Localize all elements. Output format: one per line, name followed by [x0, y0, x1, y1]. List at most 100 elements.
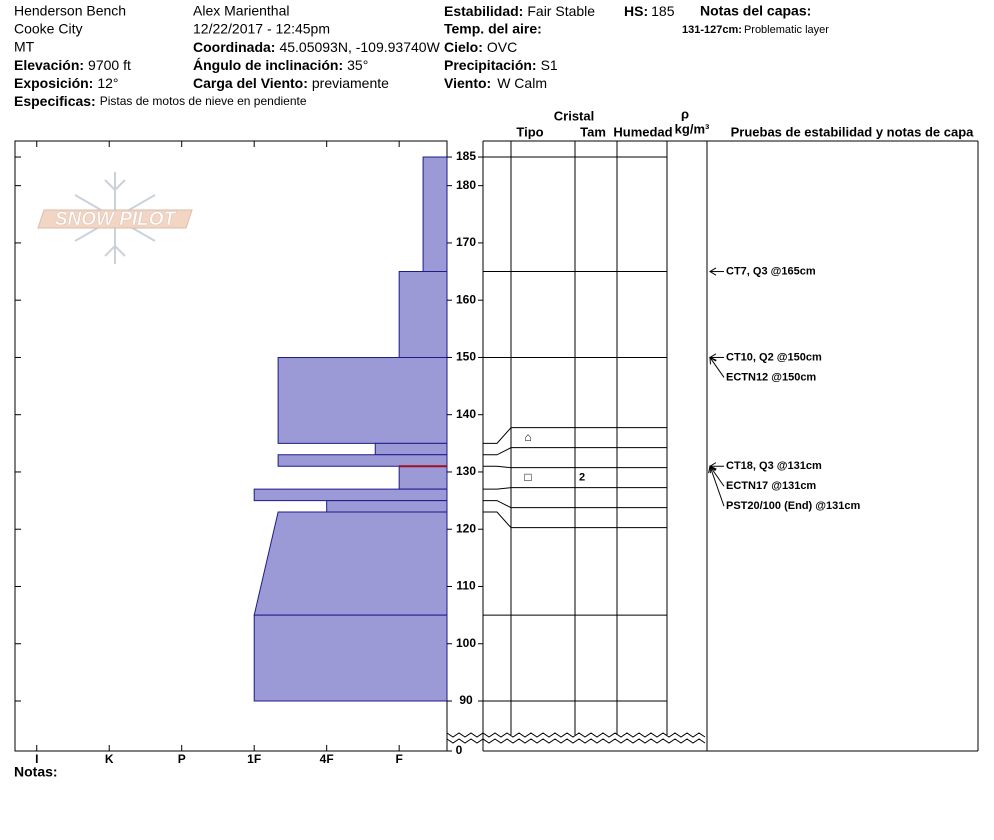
crystal-header: Cristal — [554, 108, 594, 123]
value: 45.05093N, -109.93740W — [279, 39, 440, 55]
value: previamente — [312, 75, 389, 91]
test-arrow — [709, 465, 725, 487]
density-symbol: ρ — [681, 106, 689, 121]
tests-header: Pruebas de estabilidad y notas de capa — [731, 124, 975, 139]
grain-size: 2 — [579, 472, 585, 484]
layer-boundary — [483, 487, 667, 490]
label: Especificas: — [14, 93, 96, 109]
value: 35° — [347, 57, 368, 73]
label: Coordinada: — [193, 39, 275, 55]
state: MT — [14, 39, 35, 55]
ground-tick-label: 0 — [456, 743, 463, 757]
y-tick-label: 110 — [456, 579, 476, 593]
site: Henderson Bench — [14, 3, 126, 19]
test-label: CT7, Q3 @165cm — [726, 265, 816, 277]
test-arrow — [709, 357, 725, 378]
y-tick-label: 90 — [459, 693, 473, 707]
x-tick-label: P — [178, 752, 186, 766]
x-tick-label: K — [105, 752, 114, 766]
layer-boundary — [483, 427, 667, 444]
label: Cielo: — [444, 39, 483, 55]
hardness-layer — [253, 511, 448, 616]
density-unit: kg/m³ — [675, 121, 710, 136]
air-temp: Temp. del aire: — [444, 21, 542, 37]
frames — [14, 140, 979, 752]
value: 185 — [651, 3, 675, 19]
grain-type: □ — [524, 470, 531, 484]
specifics: Especificas: Pistas de motos de nieve en … — [14, 93, 307, 109]
hardness-layer — [253, 614, 448, 702]
hardness-layer — [398, 465, 448, 490]
wind-loading: Carga del Viento: previamente — [193, 75, 389, 91]
label: Estabilidad: — [444, 3, 523, 19]
label: Elevación: — [14, 57, 84, 73]
test-label: CT18, Q3 @131cm — [726, 460, 822, 472]
layer-notes-title: Notas del capas: — [700, 3, 811, 19]
datetime: 12/22/2017 - 12:45pm — [193, 21, 330, 37]
slope-angle: Ángulo de inclinación: 35° — [193, 57, 368, 73]
type-header: Tipo — [516, 124, 543, 139]
x-tick-label: 4F — [320, 752, 334, 766]
hardness-layer — [277, 454, 448, 467]
y-tick-label: 185 — [456, 149, 476, 163]
axis-break — [446, 732, 706, 738]
value: Fair Stable — [527, 3, 595, 19]
value: S1 — [541, 57, 558, 73]
hardness-layer — [326, 500, 448, 513]
test-label: ECTN12 @150cm — [726, 371, 816, 383]
value: Pistas de motos de nieve en pendiente — [100, 94, 307, 108]
precipitation: Precipitación: S1 — [444, 57, 558, 73]
elevation: Elevación: 9700 ft — [14, 57, 131, 73]
test-label: ECTN17 @131cm — [726, 480, 816, 492]
test-arrowhead — [708, 465, 716, 474]
layer-boundary — [483, 511, 667, 529]
moisture-header: Humedad — [613, 124, 672, 139]
label: Carga del Viento: — [193, 75, 308, 91]
axis-break — [446, 738, 706, 744]
value: W Calm — [497, 75, 547, 91]
value: 12° — [97, 75, 118, 91]
y-tick-label: 180 — [456, 178, 476, 192]
label: Viento: — [444, 75, 491, 91]
stability: Estabilidad: Fair Stable — [444, 3, 595, 19]
hs: HS: 185 — [624, 3, 675, 19]
hardness-layer — [253, 488, 448, 502]
logo-band — [37, 209, 193, 229]
label: Exposición: — [14, 75, 93, 91]
test-label: CT10, Q2 @150cm — [726, 351, 822, 363]
y-tick-label: 160 — [456, 292, 476, 306]
hardness-layer — [422, 156, 448, 273]
y-tick-label: 100 — [456, 636, 476, 650]
test-label: PST20/100 (End) @131cm — [726, 500, 860, 512]
test-arrowhead — [709, 356, 717, 365]
location: Cooke City — [14, 21, 82, 37]
x-tick-label: F — [395, 752, 402, 766]
layer-boundary — [483, 500, 667, 509]
hardness-layer — [277, 356, 448, 444]
wind: Viento: W Calm — [444, 75, 547, 91]
y-tick-label: 170 — [456, 235, 476, 249]
x-tick-label: 1F — [247, 752, 261, 766]
layer-boundary — [483, 447, 667, 456]
value: Problematic layer — [744, 24, 829, 36]
y-tick-label: 130 — [456, 464, 476, 478]
test-arrow — [709, 466, 725, 507]
layer-note: 131-127cm: Problematic layer — [682, 24, 829, 36]
label: HS: — [624, 3, 648, 19]
aspect: Exposición: 12° — [14, 75, 119, 91]
observer: Alex Marienthal — [193, 3, 290, 19]
grain-type: ⌂ — [524, 430, 531, 444]
label: Ángulo de inclinación: — [193, 57, 343, 73]
y-tick-label: 140 — [456, 407, 476, 421]
logo-text: SNOW PILOT — [55, 209, 177, 230]
test-arrowhead — [709, 267, 717, 276]
y-tick-label: 150 — [456, 350, 476, 364]
coordinates: Coordinada: 45.05093N, -109.93740W — [193, 39, 441, 55]
x-tick-label: I — [35, 752, 38, 766]
size-header: Tam — [580, 124, 606, 139]
value: 9700 ft — [88, 57, 131, 73]
layer-boundary — [483, 465, 667, 469]
notes-label: Notas: — [14, 764, 58, 780]
hardness-layer — [374, 442, 448, 456]
